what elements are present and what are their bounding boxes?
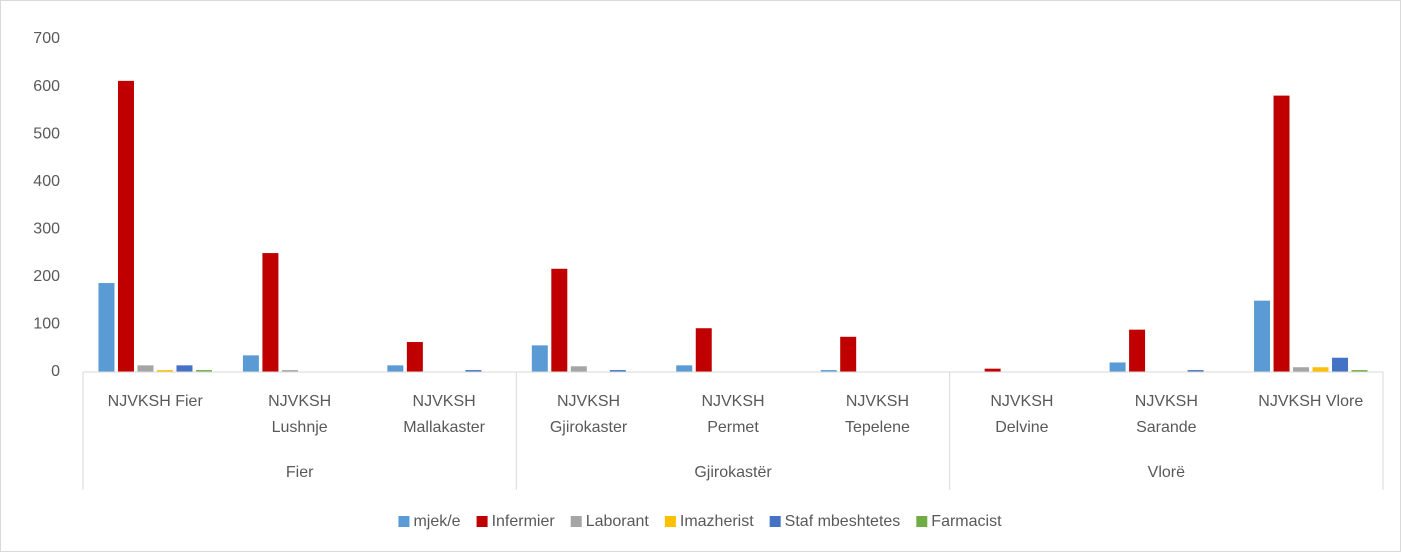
bar (820, 370, 837, 372)
bar (156, 370, 173, 372)
y-tick-label: 600 (33, 78, 60, 95)
bar (840, 336, 857, 372)
bar (242, 355, 259, 372)
legend-label: Imazherist (680, 513, 754, 530)
x-tick-label: NJVKSH Sarande (1134, 393, 1198, 436)
bar (609, 370, 626, 372)
legend-label: Farmacist (931, 513, 1002, 530)
x-tick-label: NJVKSH Mallakaster (403, 393, 486, 436)
bar (176, 365, 193, 372)
bar (1293, 367, 1310, 372)
y-tick-label: 200 (33, 268, 60, 285)
x-tick-label: NJVKSH Fier (107, 393, 203, 410)
group-label: Gjirokastër (694, 464, 772, 481)
bar (551, 268, 568, 372)
group-label: Fier (286, 464, 314, 481)
bar (984, 368, 1001, 372)
legend-swatch (398, 516, 410, 527)
bar (676, 365, 693, 372)
bar (195, 370, 212, 372)
bar (387, 365, 404, 372)
bar (1273, 95, 1290, 373)
x-tick-label: NJVKSH Tepelene (844, 393, 910, 436)
y-tick-label: 500 (33, 125, 60, 142)
x-tick-label: NJVKSH Lushnje (268, 393, 332, 436)
bar (117, 80, 134, 372)
y-tick-label: 400 (33, 173, 60, 190)
legend-label: Staf mbeshtetes (785, 513, 901, 530)
bar (262, 253, 279, 372)
legend-swatch (916, 516, 928, 527)
bar (531, 345, 548, 372)
legend-swatch (476, 516, 488, 527)
bar (695, 328, 712, 372)
bar (465, 370, 482, 372)
bar (570, 366, 587, 372)
bar (1312, 367, 1329, 372)
legend-swatch (570, 516, 582, 527)
legend-swatch (769, 516, 781, 527)
y-tick-label: 0 (51, 363, 60, 380)
bar (281, 370, 298, 372)
bar (1129, 329, 1146, 372)
legend-label: mjek/e (413, 513, 460, 530)
group-label: Vlorë (1148, 464, 1185, 481)
y-tick-label: 300 (33, 221, 60, 238)
bar (1351, 370, 1368, 372)
legend-label: Infermier (492, 513, 556, 530)
bar (98, 283, 115, 372)
bar (1109, 362, 1126, 372)
bar (1187, 370, 1204, 372)
x-tick-label: NJVKSH Gjirokaster (549, 393, 628, 436)
bar (1332, 357, 1349, 372)
y-tick-label: 100 (33, 316, 60, 333)
x-tick-label: NJVKSH Permet (701, 393, 765, 436)
legend-swatch (664, 516, 676, 527)
y-tick-label: 700 (33, 30, 60, 47)
bar (1254, 300, 1271, 372)
bar (137, 365, 154, 372)
legend-label: Laborant (586, 513, 650, 530)
x-tick-label: NJVKSH Delvine (990, 393, 1054, 436)
x-tick-label: NJVKSH Vlore (1258, 393, 1364, 410)
bar (406, 342, 423, 372)
